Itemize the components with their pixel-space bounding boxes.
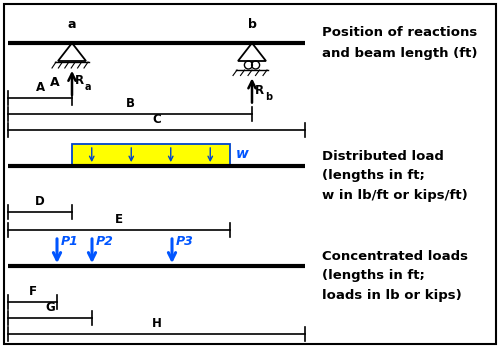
Text: a: a <box>68 18 76 31</box>
Text: w in lb/ft or kips/ft): w in lb/ft or kips/ft) <box>322 190 468 203</box>
Text: P3: P3 <box>176 235 194 248</box>
Text: G: G <box>45 301 55 314</box>
Text: P2: P2 <box>96 235 114 248</box>
Text: b: b <box>265 92 272 102</box>
Text: P1: P1 <box>61 235 79 248</box>
Text: b: b <box>248 18 256 31</box>
Text: A: A <box>50 77 60 89</box>
Text: (lengths in ft;: (lengths in ft; <box>322 269 425 283</box>
Text: B: B <box>126 97 134 110</box>
Text: Concentrated loads: Concentrated loads <box>322 250 468 262</box>
Text: E: E <box>115 213 123 226</box>
Text: w: w <box>236 147 249 161</box>
Bar <box>72 144 230 166</box>
Text: R: R <box>255 84 264 97</box>
Text: D: D <box>35 195 45 208</box>
Text: R: R <box>75 74 84 87</box>
Text: A: A <box>36 81 44 94</box>
Text: H: H <box>152 317 162 330</box>
Text: Distributed load: Distributed load <box>322 150 444 163</box>
Text: loads in lb or kips): loads in lb or kips) <box>322 290 462 302</box>
Text: and beam length (ft): and beam length (ft) <box>322 47 478 60</box>
Text: (lengths in ft;: (lengths in ft; <box>322 169 425 182</box>
Text: F: F <box>28 285 36 298</box>
Text: C: C <box>152 113 161 126</box>
Text: Position of reactions: Position of reactions <box>322 26 477 40</box>
Text: a: a <box>85 82 91 92</box>
